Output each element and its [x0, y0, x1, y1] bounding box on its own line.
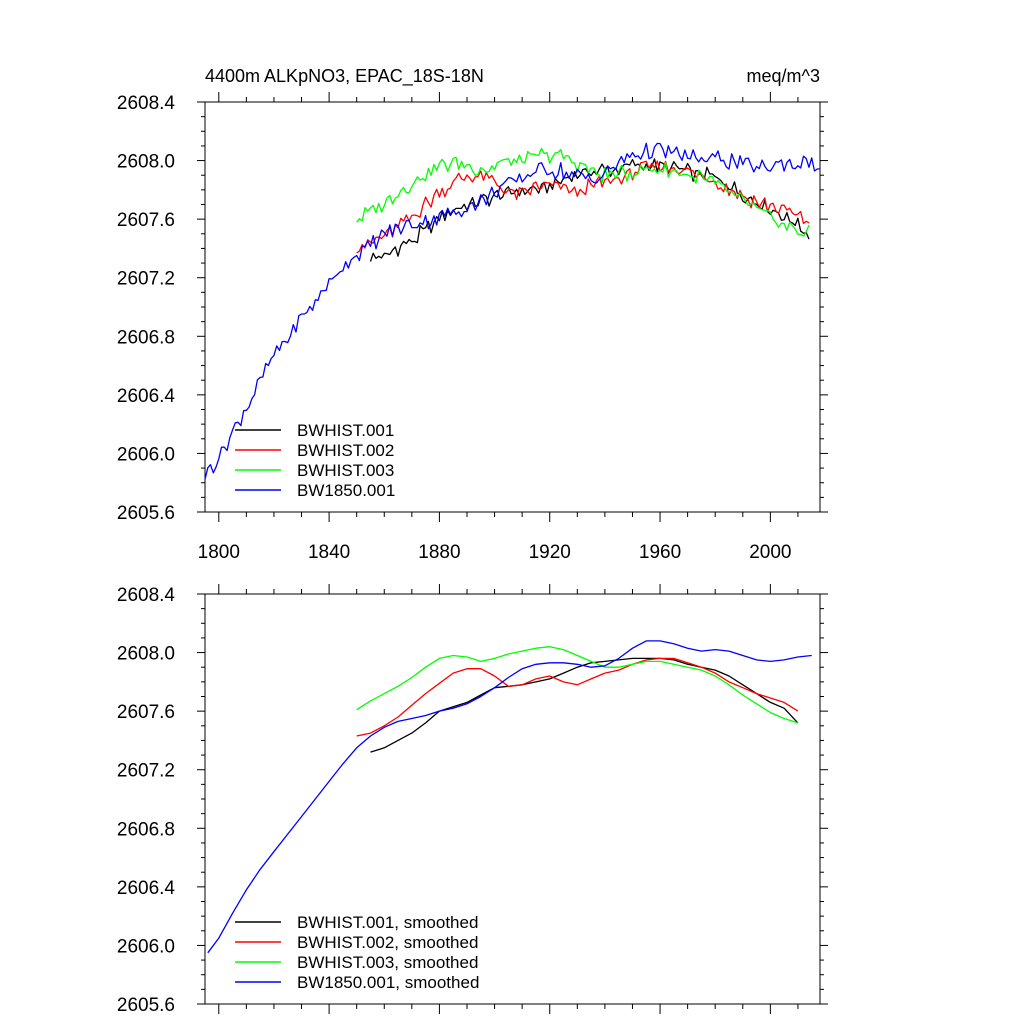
series-line-bwhist-002 — [356, 160, 810, 254]
x-tick-label: 1840 — [308, 542, 350, 563]
series-group — [204, 142, 821, 480]
y-tick-label: 2607.2 — [117, 269, 175, 290]
chart-title-left: 4400m ALKpNO3, EPAC_18S-18N — [205, 66, 484, 87]
legend-label: BWHIST.001 — [297, 421, 394, 440]
series-line-bwhist-002-smoothed — [356, 657, 799, 737]
y-tick-label: 2607.6 — [117, 210, 175, 231]
y-tick-label: 2606.4 — [117, 878, 176, 899]
legend-label: BWHIST.001, smoothed — [297, 913, 478, 932]
legend-label: BWHIST.002, smoothed — [297, 933, 478, 952]
x-tick-label: 1960 — [639, 542, 681, 563]
legend-label: BW1850.001 — [297, 481, 395, 500]
legend-label: BWHIST.003 — [297, 461, 394, 480]
chart-title-units: meq/m^3 — [747, 66, 820, 86]
series-line-bw1850-001-smoothed — [207, 640, 812, 954]
y-tick-label: 2606.4 — [117, 386, 176, 407]
series-line-bwhist-001-smoothed — [370, 657, 799, 753]
series-line-bwhist-003 — [356, 147, 810, 237]
y-tick-label: 2608.4 — [117, 585, 176, 606]
y-tick-label: 2607.2 — [117, 761, 175, 782]
x-tick-label: 2000 — [749, 542, 791, 563]
ticks-group — [197, 92, 828, 522]
y-tick-label: 2608.0 — [117, 644, 175, 665]
series-group — [207, 640, 812, 954]
y-tick-label: 2605.6 — [117, 995, 175, 1016]
tick-labels-group: 2605.6 2606.0 2606.4 2606.8 2607.2 2607.6 2608… — [117, 93, 792, 563]
y-tick-label: 2606.0 — [117, 444, 175, 465]
legend-label: BW1850.001, smoothed — [297, 973, 479, 992]
ticks-group — [197, 584, 828, 1014]
series-line-bwhist-001 — [369, 158, 810, 262]
y-tick-label: 2608.0 — [117, 152, 175, 173]
series-line-bwhist-003-smoothed — [356, 646, 799, 724]
y-tick-label: 2605.6 — [117, 503, 175, 524]
y-tick-label: 2606.8 — [117, 327, 175, 348]
x-tick-label: 1920 — [529, 542, 571, 563]
y-tick-label: 2606.8 — [117, 819, 175, 840]
legend-label: BWHIST.003, smoothed — [297, 953, 478, 972]
y-tick-label: 2606.0 — [117, 936, 175, 957]
legend-label: BWHIST.002 — [297, 441, 394, 460]
y-tick-label: 2608.4 — [117, 93, 176, 114]
series-line-bw1850-001 — [204, 142, 821, 480]
x-tick-label: 1880 — [418, 542, 460, 563]
panel-top: 4400m ALKpNO3, EPAC_18S-18N meq/m^3 2605… — [117, 66, 828, 563]
panel-bottom: 2605.6 2606.0 2606.4 2606.8 2607.2 2607.6 2608… — [117, 584, 828, 1016]
y-tick-label: 2607.6 — [117, 702, 175, 723]
tick-labels-group: 2605.6 2606.0 2606.4 2606.8 2607.2 2607.6 2608… — [117, 585, 176, 1016]
x-tick-label: 1800 — [198, 542, 240, 563]
